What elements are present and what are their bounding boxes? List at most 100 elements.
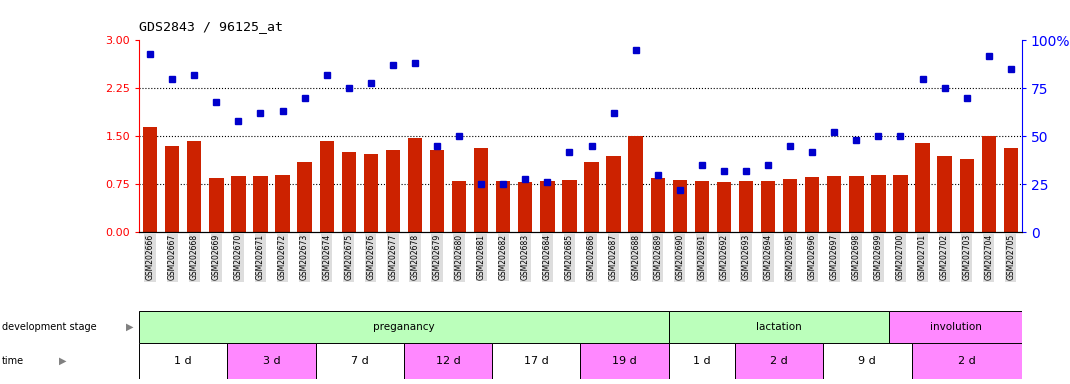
Bar [717,182,731,232]
Bar [403,343,492,379]
Bar [316,343,403,379]
Bar [341,152,356,232]
Bar [320,141,334,232]
Bar [1004,148,1018,232]
Bar [228,343,316,379]
Bar [651,178,664,232]
Text: ▶: ▶ [59,356,66,366]
Bar [254,176,268,232]
Text: GSM202680: GSM202680 [455,234,463,280]
Text: GSM202696: GSM202696 [808,234,816,280]
Bar [805,177,820,232]
Bar [889,311,1022,343]
Bar [893,175,907,232]
Bar [165,146,180,232]
Text: 12 d: 12 d [435,356,460,366]
Text: GSM202676: GSM202676 [366,234,376,280]
Text: involution: involution [930,322,981,332]
Bar [452,181,467,232]
Bar [139,311,669,343]
Text: GSM202683: GSM202683 [521,234,530,280]
Text: time: time [2,356,25,366]
Text: 9 d: 9 d [858,356,876,366]
Text: 2 d: 2 d [770,356,788,366]
Text: GDS2843 / 96125_at: GDS2843 / 96125_at [139,20,284,33]
Bar [562,180,577,232]
Bar [385,151,400,232]
Text: GSM202669: GSM202669 [212,234,220,280]
Bar [275,175,290,232]
Bar [580,343,669,379]
Text: GSM202685: GSM202685 [565,234,574,280]
Bar [492,343,580,379]
Bar [735,343,823,379]
Bar [783,179,797,232]
Text: GSM202700: GSM202700 [896,234,905,280]
Text: ▶: ▶ [126,322,134,332]
Bar [850,176,863,232]
Text: GSM202704: GSM202704 [984,234,993,280]
Text: GSM202686: GSM202686 [587,234,596,280]
Text: GSM202694: GSM202694 [764,234,773,280]
Bar [827,176,841,232]
Bar [496,181,510,232]
Text: GSM202666: GSM202666 [146,234,155,280]
Text: 19 d: 19 d [612,356,637,366]
Bar [738,181,753,232]
Bar [607,156,621,232]
Text: lactation: lactation [756,322,802,332]
Bar [231,176,246,232]
Text: GSM202677: GSM202677 [388,234,397,280]
Bar [430,151,444,232]
Bar [937,156,952,232]
Text: GSM202690: GSM202690 [675,234,685,280]
Text: GSM202667: GSM202667 [168,234,177,280]
Bar [474,148,488,232]
Text: 1 d: 1 d [693,356,710,366]
Text: GSM202672: GSM202672 [278,234,287,280]
Text: GSM202692: GSM202692 [719,234,729,280]
Bar [761,181,776,232]
Bar [673,180,687,232]
Text: GSM202688: GSM202688 [631,234,640,280]
Text: GSM202699: GSM202699 [874,234,883,280]
Bar [823,343,912,379]
Bar [143,127,157,232]
Text: 1 d: 1 d [174,356,192,366]
Text: 2 d: 2 d [958,356,976,366]
Text: GSM202693: GSM202693 [742,234,750,280]
Text: GSM202698: GSM202698 [852,234,861,280]
Text: GSM202691: GSM202691 [698,234,706,280]
Bar [915,143,930,232]
Text: GSM202695: GSM202695 [785,234,795,280]
Bar [981,136,996,232]
Text: GSM202697: GSM202697 [829,234,839,280]
Bar [871,175,886,232]
Bar [518,182,533,232]
Text: GSM202705: GSM202705 [1006,234,1015,280]
Bar [669,311,889,343]
Text: GSM202689: GSM202689 [653,234,662,280]
Text: preganancy: preganancy [373,322,434,332]
Text: GSM202673: GSM202673 [300,234,309,280]
Text: 17 d: 17 d [524,356,549,366]
Bar [364,154,378,232]
Text: GSM202702: GSM202702 [941,234,949,280]
Text: GSM202681: GSM202681 [476,234,486,280]
Text: GSM202674: GSM202674 [322,234,332,280]
Bar [584,162,599,232]
Bar [628,136,643,232]
Text: GSM202675: GSM202675 [345,234,353,280]
Text: GSM202668: GSM202668 [189,234,199,280]
Bar [694,181,709,232]
Text: 3 d: 3 d [263,356,280,366]
Text: GSM202682: GSM202682 [499,234,508,280]
Text: 7 d: 7 d [351,356,369,366]
Text: GSM202684: GSM202684 [542,234,552,280]
Bar [912,343,1022,379]
Bar [139,343,228,379]
Bar [408,137,423,232]
Bar [209,178,224,232]
Bar [960,159,974,232]
Text: GSM202671: GSM202671 [256,234,265,280]
